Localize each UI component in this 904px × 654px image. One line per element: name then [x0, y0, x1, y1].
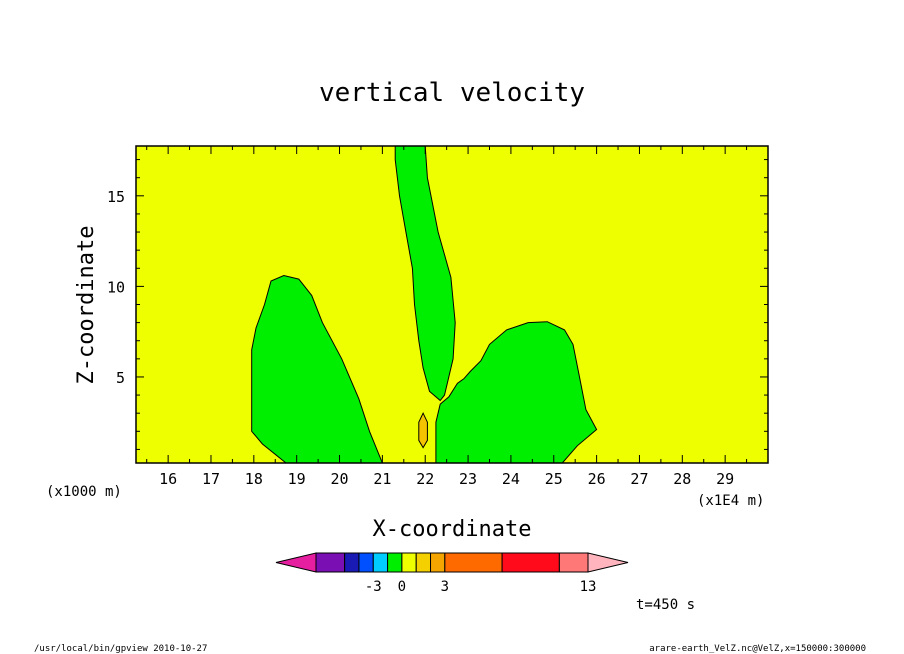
- contour-right-updraft: [435, 321, 598, 464]
- colorbar-tick-labels: -3 0 3 13: [365, 579, 597, 595]
- x-axis-label: X-coordinate: [373, 517, 532, 542]
- time-label: t=450 s: [636, 597, 695, 613]
- contour-central-plume: [394, 145, 456, 402]
- footer-right: arare-earth_VelZ.nc@VelZ,x=150000:300000: [649, 644, 866, 654]
- contour-regions: [251, 145, 598, 464]
- x-tick-label: 20: [330, 470, 348, 488]
- contour-core-spot: [418, 412, 428, 449]
- plot-area: 16 17 18 19 20 21 22 23 24 25 26 27 28 29 5 10 15: [107, 145, 769, 488]
- x-tick-label: 19: [288, 470, 306, 488]
- chart-title: vertical velocity: [319, 78, 585, 108]
- x-tick-label: 26: [588, 470, 606, 488]
- y-tick-label: 5: [116, 369, 125, 387]
- x-tick-label: 28: [673, 470, 691, 488]
- x-tick-label: 25: [545, 470, 563, 488]
- y-axis-ticks: 5 10 15: [107, 159, 768, 450]
- colorbar-tick-label: -3: [365, 579, 382, 595]
- colorbar-segment: [501, 552, 560, 573]
- colorbar-segment: [430, 552, 446, 573]
- x-tick-label: 27: [630, 470, 648, 488]
- x-unit-left: (x1000 m): [46, 484, 122, 500]
- x-tick-label: 18: [245, 470, 263, 488]
- colorbar-right-arrow: [587, 552, 629, 573]
- x-tick-label: 16: [159, 470, 177, 488]
- y-tick-label: 10: [107, 278, 125, 296]
- colorbar-segment: [315, 552, 346, 573]
- colorbar-left-arrow: [275, 552, 317, 573]
- x-tick-label: 24: [502, 470, 520, 488]
- colorbar-tick-label: 3: [441, 579, 449, 595]
- x-tick-label: 21: [373, 470, 391, 488]
- x-axis-ticks: 16 17 18 19 20 21 22 23 24 25 26 27 28 29: [146, 146, 748, 488]
- y-tick-label: 15: [107, 188, 125, 206]
- colorbar-segment: [558, 552, 589, 573]
- x-unit-right: (x1E4 m): [697, 493, 764, 509]
- y-axis-label: Z-coordinate: [74, 226, 99, 385]
- colorbar-segment: [358, 552, 374, 573]
- colorbar: [275, 552, 629, 573]
- x-tick-label: 29: [716, 470, 734, 488]
- colorbar-tick-label: 0: [398, 579, 406, 595]
- colorbar-segment: [344, 552, 360, 573]
- colorbar-segment: [415, 552, 432, 573]
- colorbar-segment: [372, 552, 389, 573]
- colorbar-segment: [444, 552, 503, 573]
- colorbar-segment: [387, 552, 403, 573]
- colorbar-tick-label: 13: [580, 579, 597, 595]
- x-tick-label: 17: [202, 470, 220, 488]
- x-tick-label: 23: [459, 470, 477, 488]
- x-tick-label: 22: [416, 470, 434, 488]
- colorbar-segment: [401, 552, 417, 573]
- footer-left: /usr/local/bin/gpview 2010-10-27: [34, 644, 207, 654]
